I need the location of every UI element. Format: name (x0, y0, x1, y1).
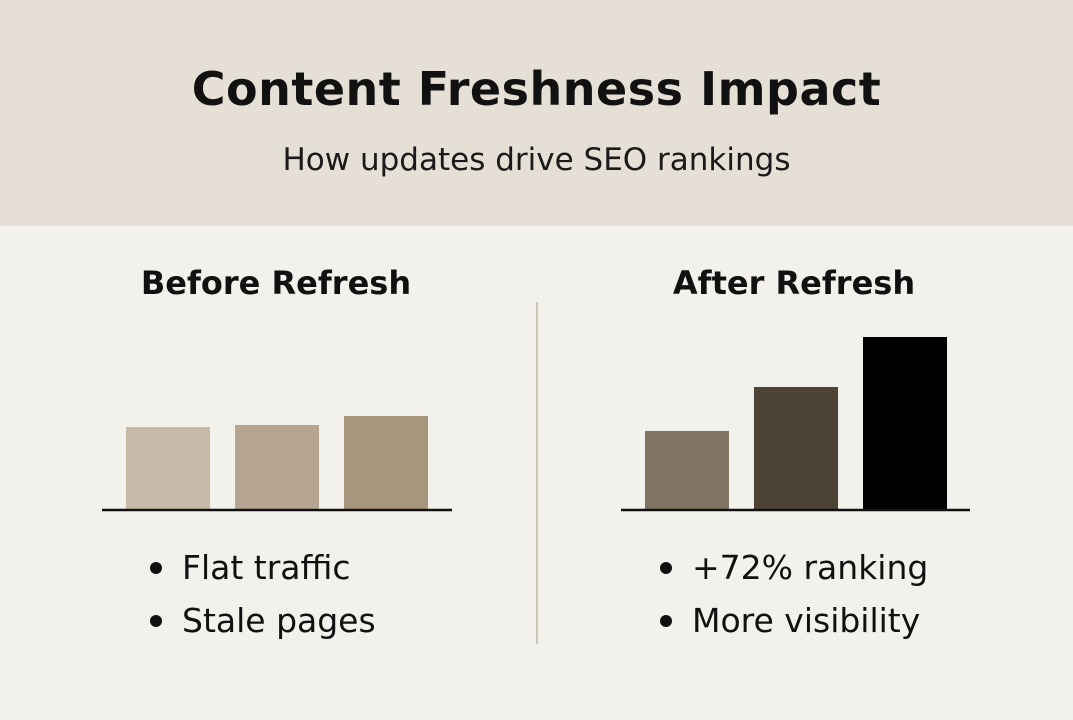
bullet-text: Stale pages (182, 601, 376, 640)
before-bar-2 (235, 425, 319, 510)
bullet-item: +72% ranking (660, 541, 928, 594)
after-bullet-list: +72% ranking More visibility (660, 541, 928, 647)
after-bar-1 (645, 431, 729, 510)
bullet-icon (150, 614, 162, 627)
bullet-icon (660, 561, 672, 574)
bullet-icon (150, 561, 162, 574)
before-refresh-title: Before Refresh (140, 264, 412, 302)
bullet-text: More visibility (692, 601, 921, 640)
after-bar-3 (863, 337, 947, 510)
before-bullet-list: Flat traffic Stale pages (150, 541, 376, 647)
header-banner: Content Freshness Impact How updates dri… (0, 0, 1073, 226)
bullet-item: Stale pages (150, 594, 376, 647)
bullet-text: +72% ranking (692, 548, 929, 587)
after-refresh-title: After Refresh (672, 264, 916, 302)
bullet-text: Flat traffic (182, 548, 351, 587)
bullet-item: Flat traffic (150, 541, 376, 594)
after-bar-2 (754, 387, 838, 510)
page-subtitle: How updates drive SEO rankings (282, 142, 791, 178)
bullet-item: More visibility (660, 594, 928, 647)
before-bar-1 (126, 427, 210, 510)
panel-divider (536, 302, 538, 644)
bullet-icon (660, 614, 672, 627)
page-title: Content Freshness Impact (191, 62, 882, 116)
before-bar-3 (344, 416, 428, 510)
